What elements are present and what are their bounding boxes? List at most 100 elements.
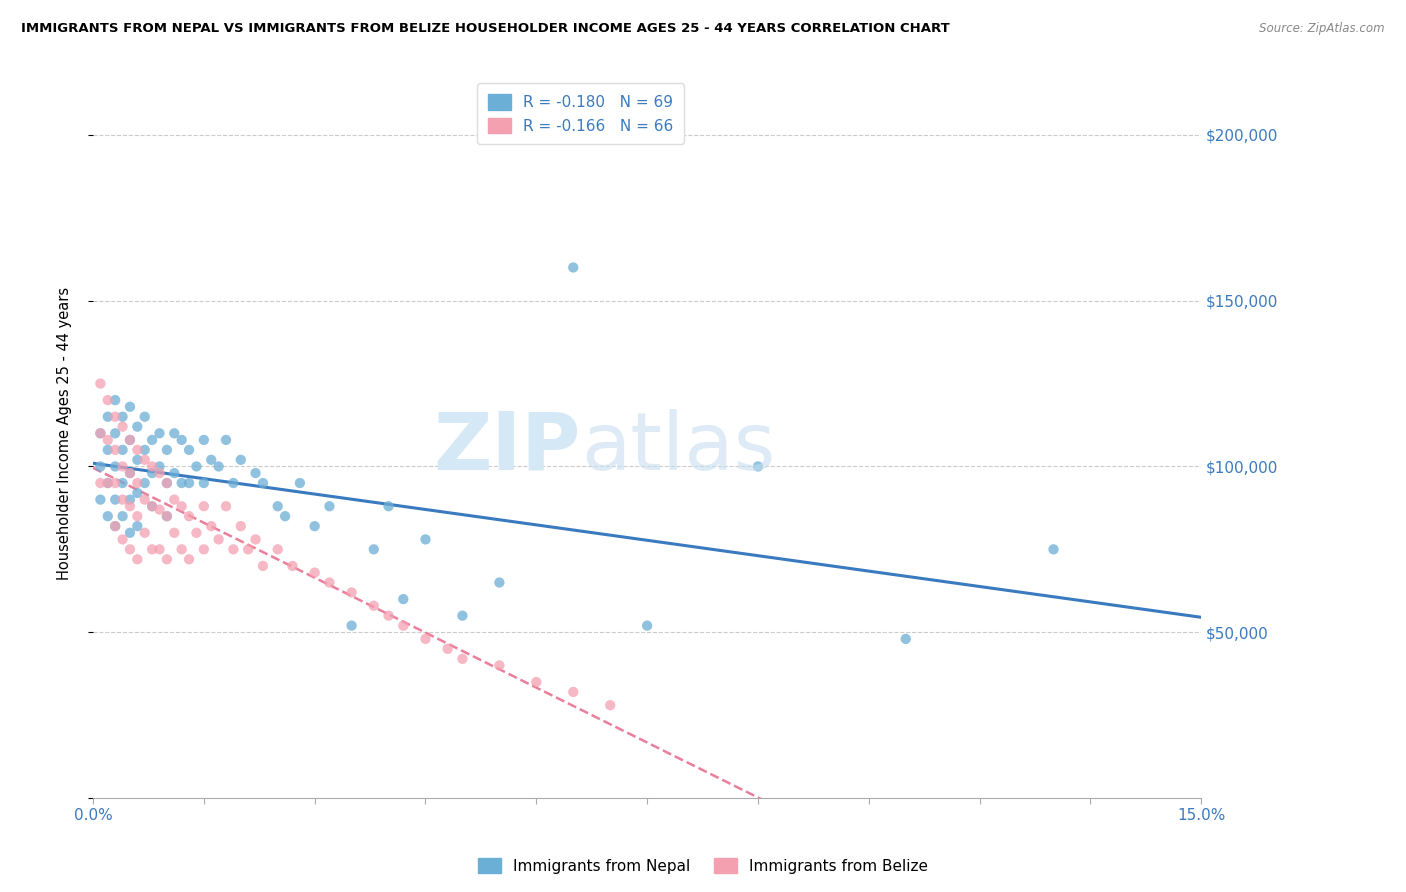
Point	[148, 459, 170, 474]
Legend: R = -0.180   N = 69, R = -0.166   N = 66: R = -0.180 N = 69, R = -0.166 N = 66	[477, 84, 685, 145]
Point	[156, 476, 179, 491]
Point	[245, 466, 267, 480]
Point	[156, 509, 179, 524]
Point	[104, 519, 127, 533]
Point	[340, 618, 363, 632]
Point	[488, 575, 510, 590]
Point	[156, 442, 179, 457]
Point	[562, 685, 585, 699]
Point	[127, 552, 149, 566]
Point	[134, 409, 156, 424]
Point	[170, 433, 193, 447]
Point	[163, 426, 186, 441]
Point	[134, 452, 156, 467]
Point	[177, 476, 200, 491]
Point	[229, 452, 252, 467]
Point	[141, 500, 163, 514]
Point	[97, 476, 120, 491]
Point	[186, 459, 208, 474]
Point	[156, 552, 179, 566]
Point	[127, 509, 149, 524]
Point	[111, 492, 134, 507]
Point	[118, 466, 141, 480]
Point	[134, 442, 156, 457]
Point	[215, 500, 238, 514]
Point	[304, 566, 326, 580]
Point	[207, 533, 229, 547]
Point	[1042, 542, 1064, 557]
Point	[89, 459, 111, 474]
Point	[111, 419, 134, 434]
Point	[141, 500, 163, 514]
Point	[252, 476, 274, 491]
Point	[274, 509, 297, 524]
Point	[318, 575, 340, 590]
Point	[170, 476, 193, 491]
Point	[104, 492, 127, 507]
Point	[97, 509, 120, 524]
Point	[111, 459, 134, 474]
Point	[118, 500, 141, 514]
Point	[599, 698, 621, 713]
Point	[363, 542, 385, 557]
Point	[111, 442, 134, 457]
Point	[193, 476, 215, 491]
Point	[524, 675, 547, 690]
Point	[89, 492, 111, 507]
Point	[104, 519, 127, 533]
Point	[340, 585, 363, 599]
Point	[377, 608, 399, 623]
Point	[127, 486, 149, 500]
Legend: Immigrants from Nepal, Immigrants from Belize: Immigrants from Nepal, Immigrants from B…	[472, 852, 934, 880]
Point	[97, 433, 120, 447]
Point	[636, 618, 658, 632]
Point	[127, 519, 149, 533]
Point	[252, 558, 274, 573]
Point	[111, 476, 134, 491]
Point	[104, 393, 127, 408]
Point	[894, 632, 917, 646]
Point	[127, 442, 149, 457]
Point	[304, 519, 326, 533]
Text: Source: ZipAtlas.com: Source: ZipAtlas.com	[1260, 22, 1385, 36]
Point	[141, 433, 163, 447]
Point	[89, 476, 111, 491]
Point	[747, 459, 769, 474]
Point	[451, 608, 474, 623]
Point	[111, 533, 134, 547]
Point	[118, 525, 141, 540]
Point	[200, 519, 222, 533]
Point	[141, 542, 163, 557]
Point	[415, 533, 437, 547]
Point	[118, 433, 141, 447]
Point	[118, 466, 141, 480]
Point	[562, 260, 585, 275]
Point	[156, 476, 179, 491]
Point	[436, 641, 458, 656]
Point	[215, 433, 238, 447]
Point	[177, 442, 200, 457]
Point	[111, 409, 134, 424]
Point	[97, 409, 120, 424]
Point	[118, 542, 141, 557]
Point	[170, 542, 193, 557]
Text: ZIP: ZIP	[433, 409, 581, 487]
Point	[127, 476, 149, 491]
Point	[97, 476, 120, 491]
Point	[89, 426, 111, 441]
Point	[222, 542, 245, 557]
Point	[163, 466, 186, 480]
Point	[193, 542, 215, 557]
Point	[134, 525, 156, 540]
Point	[127, 419, 149, 434]
Text: atlas: atlas	[581, 409, 775, 487]
Point	[193, 500, 215, 514]
Point	[207, 459, 229, 474]
Point	[392, 618, 415, 632]
Point	[104, 459, 127, 474]
Point	[288, 476, 311, 491]
Point	[141, 459, 163, 474]
Point	[127, 452, 149, 467]
Point	[186, 525, 208, 540]
Point	[193, 433, 215, 447]
